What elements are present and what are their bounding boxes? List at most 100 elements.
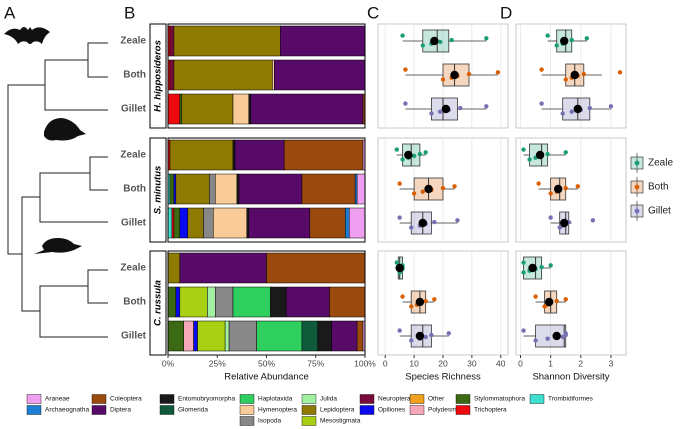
legend-key [409, 405, 425, 415]
legend-key [26, 405, 42, 415]
facet-label: S. minutus [153, 166, 164, 215]
mean [441, 104, 451, 114]
bar-segment [356, 320, 364, 352]
bar-segment [209, 173, 216, 205]
point [409, 338, 414, 343]
point [411, 153, 417, 159]
legend-label: Trombidiformes [548, 396, 594, 403]
point [432, 219, 437, 225]
point [394, 147, 399, 152]
legend-label: Gillet [648, 206, 671, 217]
point [536, 181, 541, 186]
panel-label: D [500, 3, 512, 22]
mean [404, 150, 413, 160]
row-label: Zeale [120, 36, 146, 47]
bar-segment [345, 207, 350, 239]
bar-segment [175, 173, 210, 205]
bar-segment [232, 139, 236, 171]
bar-segment [232, 93, 250, 125]
point [440, 185, 446, 191]
legend-label: Opiliones [378, 407, 406, 414]
bar-segment [187, 207, 204, 239]
x-tick-label: 75% [307, 358, 324, 368]
bar-segment [179, 207, 188, 239]
legend-label: Araneae [45, 396, 70, 403]
bar-segment [175, 286, 181, 318]
point [417, 151, 423, 157]
bar-segment [256, 320, 303, 352]
bar-segment [207, 286, 216, 318]
legend-key [159, 394, 175, 404]
point [545, 151, 550, 157]
x-tick-label: 40 [496, 358, 506, 368]
point [423, 298, 428, 304]
x-tick-label: 30 [467, 358, 477, 368]
bar-segment [173, 25, 281, 57]
bar-segment [248, 93, 251, 125]
point [563, 150, 568, 155]
point [458, 105, 463, 111]
bar-segment [301, 173, 356, 205]
point [397, 328, 402, 333]
row-label: Gillet [121, 218, 147, 229]
point [466, 71, 472, 77]
bar-segment [248, 207, 311, 239]
legend-dot [634, 160, 640, 166]
legend-label: Julida [320, 396, 337, 403]
point [437, 109, 443, 114]
legend-dot [634, 208, 640, 214]
point [400, 294, 405, 299]
panel-label: C [367, 3, 379, 22]
bar-segment [272, 59, 275, 91]
row-label: Zeale [120, 263, 146, 274]
bar-segment [238, 173, 303, 205]
point [569, 109, 574, 114]
point [403, 101, 408, 106]
point [590, 218, 596, 223]
legend-label: Both [648, 182, 669, 193]
x-tick-label: 0 [518, 358, 523, 368]
mean [395, 263, 404, 273]
point [437, 39, 443, 45]
bar-segment [215, 286, 234, 318]
legend-label: Hymenoptera [258, 407, 297, 414]
legend-label: Polydesmida [428, 407, 466, 414]
row-label: Gillet [121, 104, 147, 115]
point [400, 33, 405, 38]
bar-segment [197, 320, 226, 352]
point [495, 70, 501, 75]
point [560, 111, 565, 116]
point [397, 181, 402, 186]
x-axis-title: Shannon Diversity [532, 372, 609, 383]
legend-label: Coleoptera [110, 396, 142, 403]
x-tick-label: 2 [578, 358, 583, 368]
legend-key [26, 394, 42, 404]
legend-key [159, 405, 175, 415]
point [429, 111, 434, 116]
bar-segment [167, 93, 181, 125]
bar-segment [354, 173, 358, 205]
bar-segment [179, 252, 267, 284]
point [569, 37, 574, 43]
point [548, 263, 553, 268]
mean [415, 297, 425, 307]
bar-segment [234, 139, 285, 171]
bar-segment [224, 320, 230, 352]
facet-strip [149, 137, 167, 243]
bar-segment [213, 207, 248, 239]
facet-label: C. russula [153, 280, 164, 326]
bar-segment [215, 173, 238, 205]
point [394, 260, 399, 265]
point [548, 215, 553, 220]
legend-label: Lepidoptera [320, 407, 355, 414]
mean [544, 297, 554, 307]
bar-segment [171, 207, 175, 239]
mean [430, 36, 439, 46]
bar-segment [167, 252, 181, 284]
point [409, 225, 414, 230]
legend-key [455, 405, 471, 415]
bar-segment [203, 207, 214, 239]
legend-key [239, 416, 255, 426]
bar-segment [167, 207, 173, 239]
point [455, 218, 460, 223]
